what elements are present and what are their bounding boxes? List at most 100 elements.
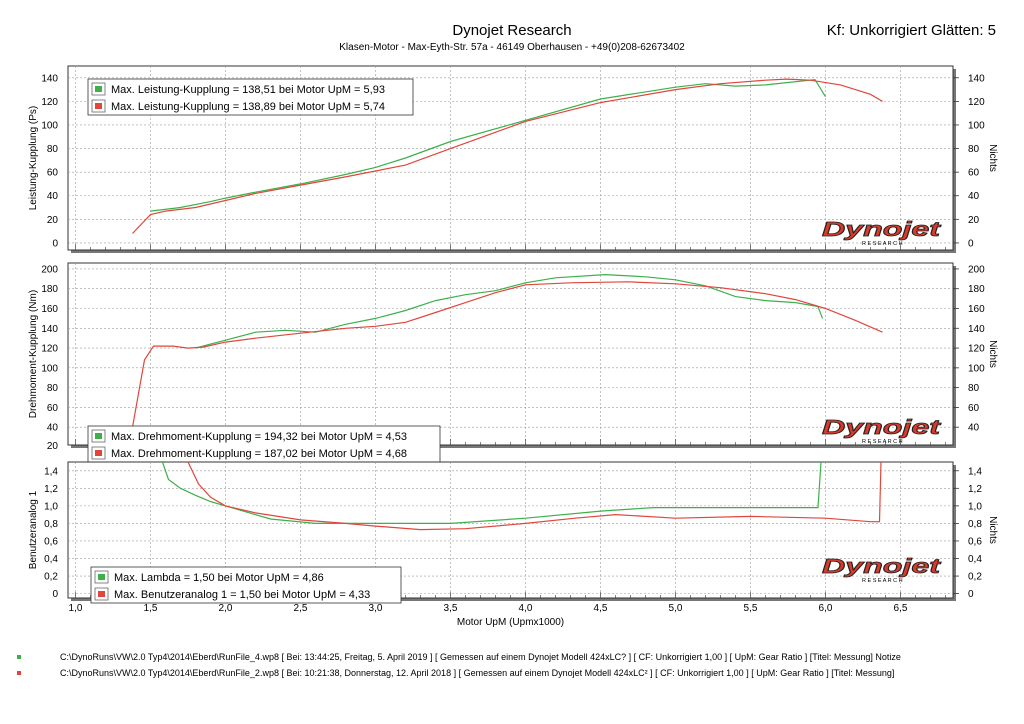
legend: Max. Leistung-Kupplung = 138,51 bei Moto… (87, 78, 414, 116)
panel-1: 0 0 20 20 40 40 60 60 80 80 100 100 120 120 140 140 Leis… (28, 65, 998, 253)
series-group (131, 273, 883, 428)
y-tick-label: 0 (52, 589, 58, 600)
series-line-run1 (150, 78, 827, 212)
y-tick-label-right: 180 (968, 284, 985, 295)
y-tick-label: 0,6 (44, 536, 58, 547)
legend-entry: Max. Leistung-Kupplung = 138,89 bei Moto… (111, 101, 385, 113)
y-tick-label: 0,2 (44, 572, 58, 583)
logo-subtext: R E S E A R C H (862, 578, 903, 584)
series-line-run1 (195, 273, 824, 349)
y-tick-label-right: 0,2 (968, 572, 982, 583)
x-tick-label: 5,0 (669, 603, 683, 614)
y-tick-label: 100 (41, 120, 58, 131)
y-tick-label: 200 (41, 264, 58, 275)
logo-text: Dynojet (822, 556, 942, 578)
y-tick-label: 0,4 (44, 554, 58, 565)
y-tick-label: 0 (52, 238, 58, 249)
legend-swatch (98, 591, 105, 597)
y-tick-label: 140 (41, 73, 58, 84)
legend-swatch (95, 103, 102, 109)
panel-2: 40 40 60 60 80 80 100 100 120 120 140 140 160 160 180 1… (28, 262, 998, 463)
y-tick-label-right: 1,4 (968, 466, 982, 477)
y-tick-label-right: 200 (968, 264, 985, 275)
series-line-run1 (161, 462, 822, 524)
y-tick-label: 100 (41, 363, 58, 374)
y-tick-label-right: 0 (968, 238, 974, 249)
y-tick-label: 20 (47, 215, 59, 226)
y-tick-label-right: 0,8 (968, 519, 982, 530)
legend: Max. Lambda = 1,50 bei Motor UpM = 4,86 M… (90, 566, 402, 604)
y-tick-label: 40 (47, 191, 59, 202)
y-tick-label: 1,4 (44, 466, 58, 477)
legend: Max. Drehmoment-Kupplung = 194,32 bei Mo… (87, 425, 441, 463)
legend-box (87, 78, 414, 116)
legend-entry: Max. Drehmoment-Kupplung = 194,32 bei Mo… (111, 431, 407, 443)
legend-swatch (98, 574, 105, 580)
y-tick-label: 160 (41, 304, 58, 315)
y-tick-label-right: 80 (968, 383, 980, 394)
x-axis-label: Motor UpM (Upmx1000) (457, 617, 564, 628)
y-tick-label-right: 0,4 (968, 554, 982, 565)
y-axis-label: Leistung-Kupplung (Ps) (28, 106, 39, 211)
x-tick-label: 6,5 (894, 603, 908, 614)
y-tick-label-right: 160 (968, 304, 985, 315)
legend-swatch (95, 86, 102, 92)
x-tick-label: 4,0 (519, 603, 533, 614)
legend-entry: Max. Drehmoment-Kupplung = 187,02 bei Mo… (111, 448, 407, 460)
x-tick-label: 4,5 (594, 603, 608, 614)
x-tick-label: 2,0 (219, 603, 233, 614)
y-tick-label: 60 (47, 168, 59, 179)
x-tick-label: 1,0 (69, 603, 83, 614)
series-group (132, 78, 883, 234)
legend-entry: Max. Leistung-Kupplung = 138,51 bei Moto… (111, 84, 385, 96)
y-tick-label-right: 0,6 (968, 536, 982, 547)
run-file-1-text: C:\DynoRuns\VW\2.0 Typ4\2014\Eberd\RunFi… (60, 652, 901, 662)
logo-subtext: R E S E A R C H (862, 439, 903, 445)
y-axis-label: Benutzeranalog 1 (28, 490, 39, 569)
legend-entry: Max. Benutzeranalog 1 = 1,50 bei Motor U… (114, 589, 370, 601)
y-tick-label: 140 (41, 324, 58, 335)
plot-frame (67, 262, 954, 446)
y-tick-label-right: 100 (968, 120, 985, 131)
y-tick-label-right: 40 (968, 191, 980, 202)
y-axis-label-right: Nichts (987, 340, 998, 368)
y-tick-label-right: 1,2 (968, 484, 982, 495)
y-tick-label-right: 80 (968, 144, 980, 155)
x-tick-label: 5,5 (744, 603, 758, 614)
y-tick-label-right: 100 (968, 363, 985, 374)
y-tick-label-right: 20 (968, 215, 980, 226)
y-tick-label-right: 140 (968, 73, 985, 84)
y-axis-label-right: Nichts (987, 144, 998, 172)
y-tick-label-right: 1,0 (968, 501, 982, 512)
run2-marker (17, 671, 21, 675)
y-tick-label: 80 (47, 383, 59, 394)
run-file-2-text: C:\DynoRuns\VW\2.0 Typ4\2014\Eberd\RunFi… (60, 668, 895, 678)
x-tick-label: 3,5 (444, 603, 458, 614)
dealer-address: Klasen-Motor - Max-Eyth-Str. 57a - 46149… (339, 42, 685, 53)
x-tick-label: 3,0 (369, 603, 383, 614)
y-tick-label-right: 120 (968, 344, 985, 355)
correction-factor-label: Kf: Unkorrigiert Glätten: 5 (826, 22, 996, 39)
y-tick-label: 1,0 (44, 501, 58, 512)
x-tick-label: 6,0 (819, 603, 833, 614)
logo-subtext: R E S E A R C H (862, 241, 903, 247)
y-axis-label-right: Nichts (987, 516, 998, 544)
logo-text: Dynojet (822, 219, 942, 241)
panel-3: 0 0 0,2 0,2 0,4 0,4 0,6 0,6 0,8 0,8 1,0 1,0 1,2 1,2 1,… (28, 461, 998, 604)
y-tick-label: 80 (47, 144, 59, 155)
y-tick-label: 40 (47, 423, 59, 434)
y-tick-label: 60 (47, 403, 59, 414)
x-tick-label: 2,5 (294, 603, 308, 614)
series-group (161, 462, 882, 531)
series-line-run2 (132, 78, 883, 234)
y-tick-label-right: 60 (968, 168, 980, 179)
x-tick-label: 1,5 (144, 603, 158, 614)
legend-box (90, 566, 402, 604)
y-tick-label-right: 40 (968, 423, 980, 434)
y-tick-label: 20 (47, 441, 59, 452)
y-tick-label-right: 0 (968, 589, 974, 600)
